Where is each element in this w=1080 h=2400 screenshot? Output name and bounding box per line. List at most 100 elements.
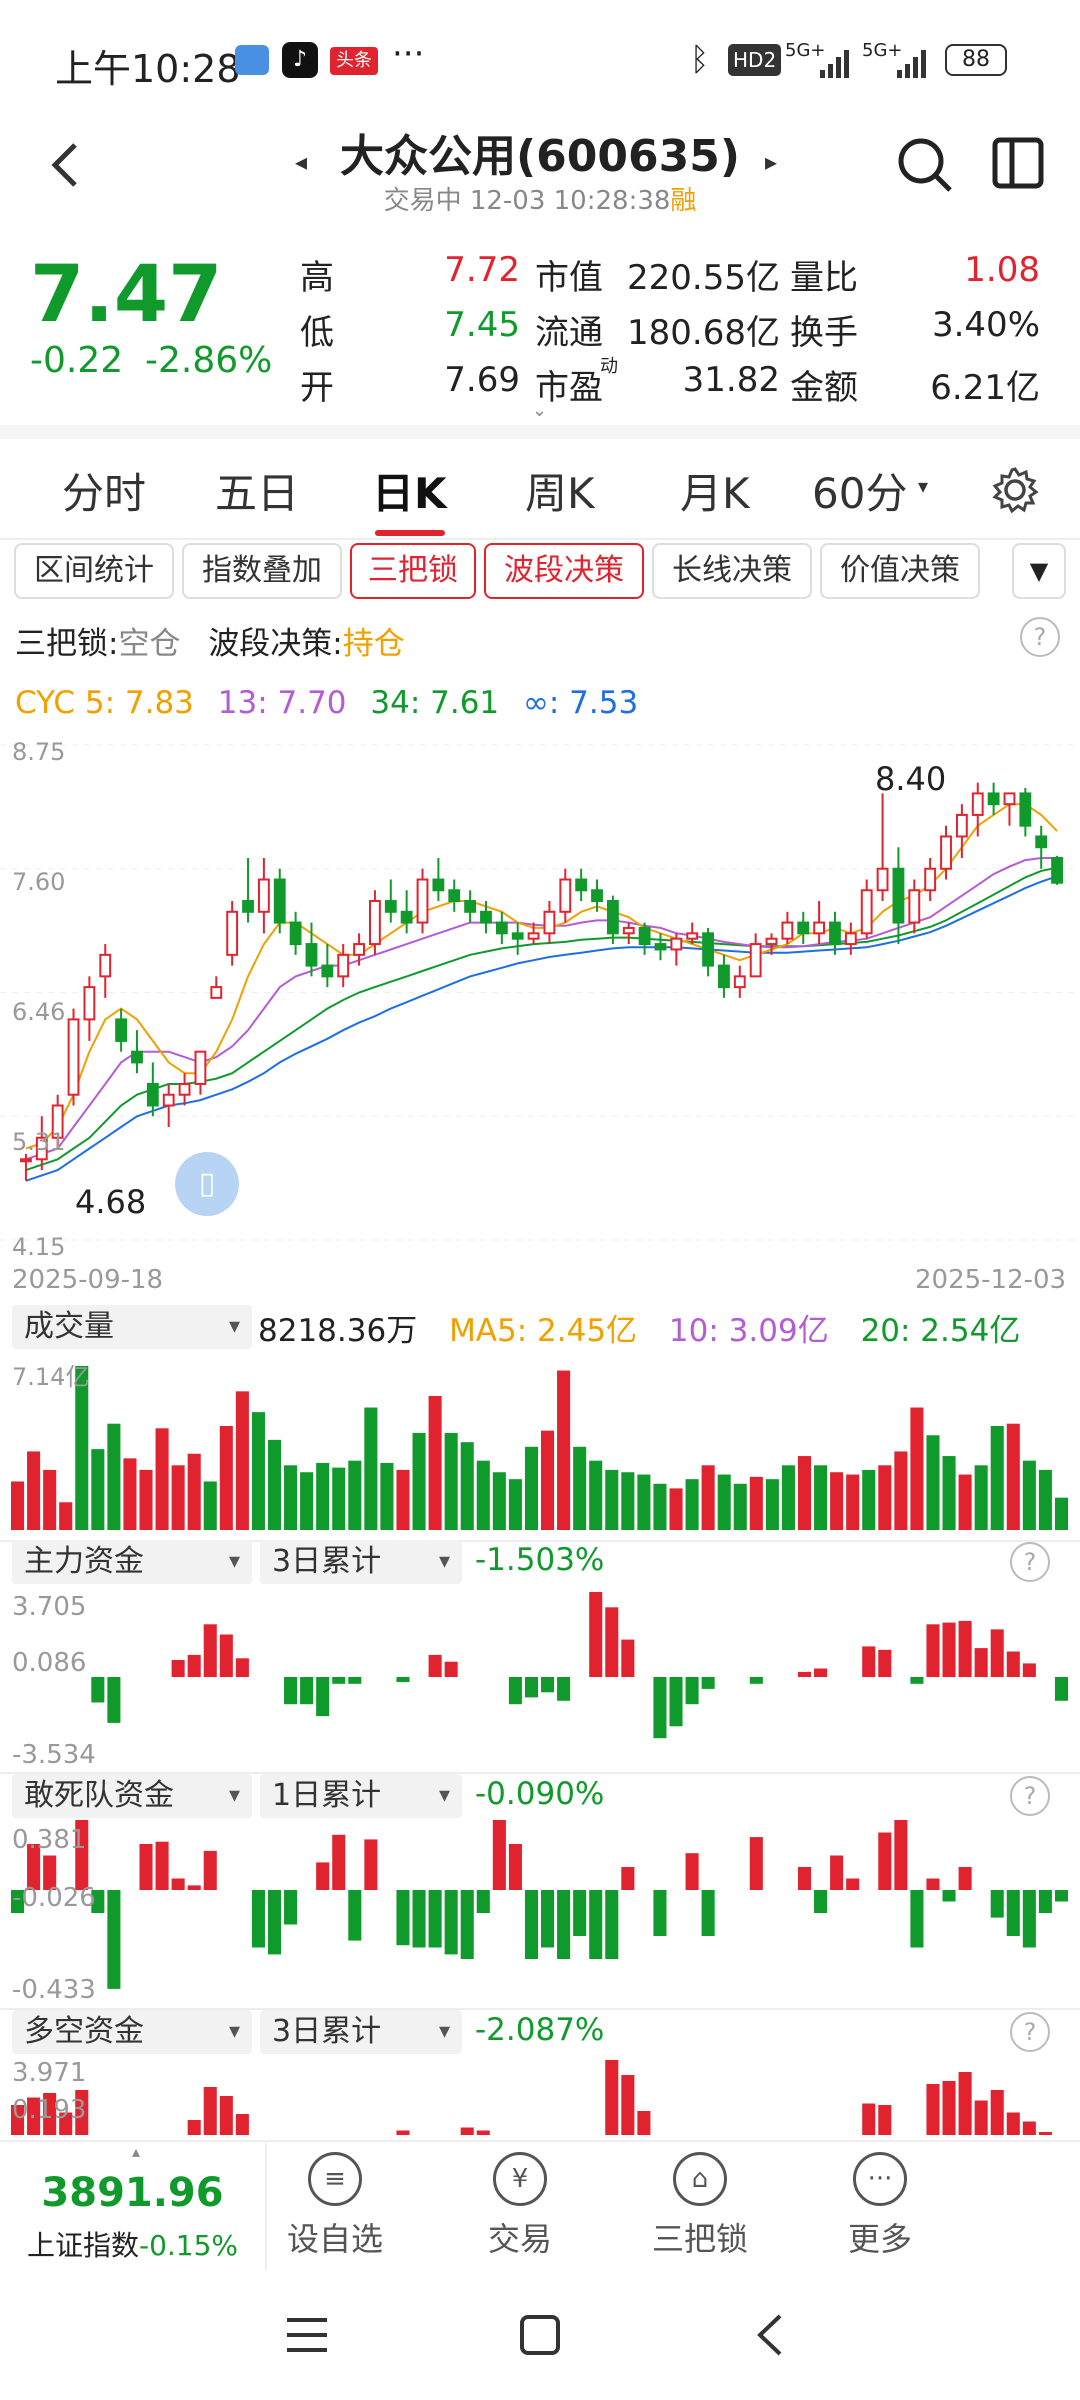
search-icon[interactable] xyxy=(895,135,955,195)
dare-fund-period[interactable]: 1日累计 xyxy=(260,1774,462,1818)
tab-dropdown-icon[interactable]: ▾ xyxy=(918,474,929,498)
panel-icon[interactable] xyxy=(990,135,1046,191)
nav-item-3[interactable]: ··· 更多 xyxy=(810,2152,950,2260)
main-fund-selector[interactable]: 主力资金 xyxy=(12,1540,252,1584)
dare_fund-bar xyxy=(814,1890,828,1913)
volume-bar xyxy=(669,1488,683,1530)
main_fund-bar xyxy=(332,1677,346,1684)
candle-body xyxy=(702,932,714,967)
dare-fund-help-icon[interactable]: ? xyxy=(1010,1776,1050,1816)
longshort-fund-period[interactable]: 3日累计 xyxy=(260,2010,462,2054)
back-icon[interactable] xyxy=(755,2313,785,2357)
main-fund-period[interactable]: 3日累计 xyxy=(260,1540,462,1584)
volume-bar xyxy=(75,1365,89,1530)
tab-0[interactable]: 分时 xyxy=(62,469,147,518)
volume-chart xyxy=(11,1365,1068,1530)
home-icon[interactable] xyxy=(518,2313,562,2357)
tab-2[interactable]: 日K xyxy=(372,469,447,518)
tool-button-3[interactable]: 波段决策 xyxy=(484,543,644,599)
nav-item-2[interactable]: ⌂ 三把锁 xyxy=(630,2152,770,2260)
dare_fund-bar xyxy=(187,1885,201,1890)
candle-body xyxy=(210,986,223,999)
candle-body xyxy=(781,921,794,940)
next-stock-icon[interactable]: ▸ xyxy=(765,148,778,176)
dare-fund-bottom: -0.433 xyxy=(12,1975,96,2005)
volume-bar xyxy=(685,1479,699,1530)
tool-button-1[interactable]: 指数叠加 xyxy=(182,543,342,599)
expand-chevron-icon[interactable]: ⌄ xyxy=(532,400,548,421)
longshort_fund-bar xyxy=(862,2103,876,2135)
dare_fund-bar xyxy=(107,1890,121,1989)
candle-body xyxy=(908,889,921,924)
kline-chart[interactable] xyxy=(0,735,1080,1255)
menu-icon[interactable] xyxy=(285,2315,329,2355)
candle-body xyxy=(1035,835,1048,849)
volume-bar xyxy=(733,1483,747,1530)
floating-panel-icon[interactable]: ▯ xyxy=(175,1152,239,1216)
dare_fund-bar xyxy=(878,1832,892,1890)
chevron-left-icon[interactable] xyxy=(45,140,85,190)
signal-help-icon[interactable]: ? xyxy=(1020,617,1060,657)
volume-bar xyxy=(332,1467,346,1530)
lock-icon: ⌂ xyxy=(673,2152,727,2206)
volume-bar xyxy=(605,1469,619,1530)
volume-bar xyxy=(557,1370,571,1530)
tool-button-4[interactable]: 长线决策 xyxy=(652,543,812,599)
signal-2-icon xyxy=(897,50,926,78)
tab-3[interactable]: 周K xyxy=(525,469,595,518)
longshort_fund-bar xyxy=(974,2100,988,2135)
longshort-fund-selector[interactable]: 多空资金 xyxy=(12,2010,252,2054)
volume-bar xyxy=(284,1465,298,1530)
dare_fund-bar xyxy=(701,1890,715,1936)
nav-item-0[interactable]: ≡ 设自选 xyxy=(265,2152,405,2260)
quote-value-5: 3.40% xyxy=(931,305,1040,345)
volume-bar xyxy=(781,1465,795,1530)
index-up-arrow-icon: ▴ xyxy=(132,2142,141,2161)
tab-1[interactable]: 五日 xyxy=(215,469,300,518)
volume-bar xyxy=(589,1460,603,1530)
volume-value: 8218.36万 xyxy=(258,1313,418,1349)
dare_fund-bar xyxy=(396,1890,410,1946)
main-fund-help-icon[interactable]: ? xyxy=(1010,1542,1050,1582)
ma-line-cinf xyxy=(25,875,1058,1182)
tab-5[interactable]: 60分 xyxy=(812,469,908,518)
index-caption: 上证指数-0.15% xyxy=(0,2224,265,2264)
candle-body xyxy=(559,878,572,913)
candle-body xyxy=(495,921,508,935)
tool-button-2[interactable]: 三把锁 xyxy=(350,543,476,599)
candle-body xyxy=(432,878,445,892)
volume-bar xyxy=(219,1426,233,1530)
dare-fund-top: 0.381 xyxy=(12,1825,87,1855)
tool-button-5[interactable]: 价值决策 xyxy=(820,543,980,599)
price-change-pct: -2.86% xyxy=(145,340,273,381)
candle-body xyxy=(971,792,984,816)
nav-item-1[interactable]: ¥ 交易 xyxy=(450,2152,590,2260)
dare_fund-bar xyxy=(846,1878,860,1890)
tab-4[interactable]: 月K xyxy=(680,469,750,518)
dare_fund-bar xyxy=(958,1867,972,1890)
settings-gear-icon[interactable] xyxy=(990,465,1040,515)
trade-status: 交易中 12-03 10:28:38融 xyxy=(0,180,1080,217)
volume-bar xyxy=(267,1439,282,1530)
candle-body xyxy=(797,921,810,935)
prev-stock-icon[interactable]: ◂ xyxy=(295,148,308,176)
volume-bar xyxy=(910,1407,924,1530)
main_fund-bar xyxy=(701,1677,715,1689)
longshort_fund-bar xyxy=(958,2072,972,2135)
tool-button-0[interactable]: 区间统计 xyxy=(14,543,174,599)
dare-fund-selector[interactable]: 敢死队资金 xyxy=(12,1774,252,1818)
volume-bar xyxy=(300,1472,314,1530)
quote-value-1: 220.55亿 xyxy=(627,258,780,298)
candle-body xyxy=(337,953,350,978)
candle-body xyxy=(686,932,699,940)
main_fund-bar xyxy=(1006,1651,1020,1677)
longshort-fund-help-icon[interactable]: ? xyxy=(1010,2012,1050,2052)
index-widget[interactable]: ▴ 3891.96 上证指数-0.15% xyxy=(0,2142,267,2272)
tools-expand-icon[interactable]: ▼ xyxy=(1012,543,1066,599)
dare_fund-bar xyxy=(492,1820,506,1890)
dare_fund-bar xyxy=(589,1890,603,1959)
active-tab-indicator xyxy=(375,530,445,536)
dare_fund-bar xyxy=(476,1890,490,1913)
quote-label-7: 市盈 xyxy=(535,368,603,408)
volume-selector[interactable]: 成交量 xyxy=(12,1305,252,1349)
